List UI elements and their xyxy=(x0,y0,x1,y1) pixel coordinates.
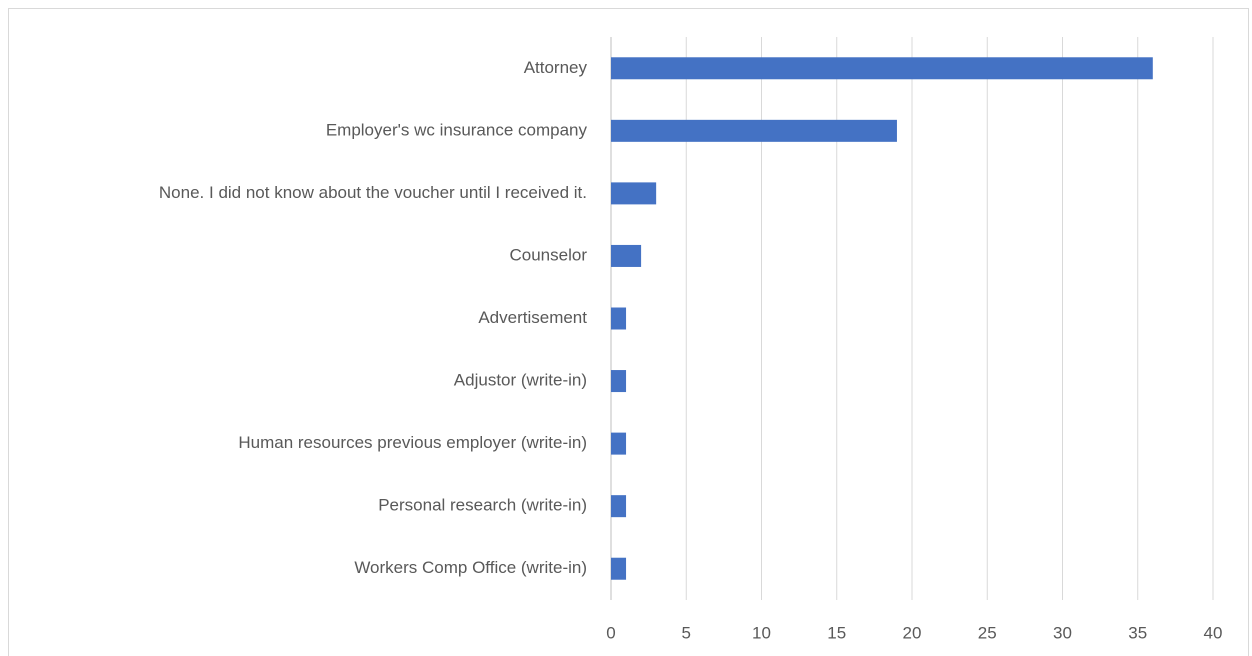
y-tick-label: Adjustor (write-in) xyxy=(454,371,587,390)
y-tick-label: Counselor xyxy=(510,245,588,264)
y-tick-label: Advertisement xyxy=(478,308,587,327)
bar xyxy=(611,432,627,455)
chart-frame xyxy=(8,8,1249,656)
bar xyxy=(611,495,627,518)
x-tick-label: 0 xyxy=(606,623,615,642)
x-tick-label: 15 xyxy=(827,623,846,642)
x-tick-label: 5 xyxy=(682,623,691,642)
x-tick-label: 35 xyxy=(1128,623,1147,642)
x-tick-label: 25 xyxy=(978,623,997,642)
y-tick-label: Attorney xyxy=(524,58,588,77)
x-tick-label: 40 xyxy=(1204,623,1223,642)
y-tick-label: Workers Comp Office (write-in) xyxy=(354,558,587,577)
x-tick-label: 30 xyxy=(1053,623,1072,642)
bar xyxy=(611,57,1153,80)
bar xyxy=(611,182,657,205)
y-tick-label: None. I did not know about the voucher u… xyxy=(159,183,587,202)
bar xyxy=(611,557,627,580)
y-tick-label: Human resources previous employer (write… xyxy=(238,433,587,452)
bar xyxy=(611,119,897,142)
bar xyxy=(611,307,627,330)
y-tick-label: Employer's wc insurance company xyxy=(326,120,588,139)
y-tick-label: Personal research (write-in) xyxy=(378,496,587,515)
x-tick-label: 10 xyxy=(752,623,771,642)
bar xyxy=(611,244,642,267)
bar xyxy=(611,370,627,393)
x-tick-label: 20 xyxy=(903,623,922,642)
